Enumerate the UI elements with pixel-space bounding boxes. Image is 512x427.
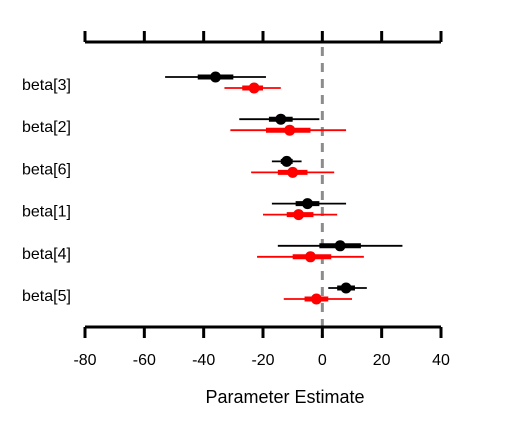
row-label: beta[5] <box>22 288 71 305</box>
bottom-axis: -80 -60 -40 -20 0 20 40 <box>73 325 450 369</box>
point-estimate <box>275 113 287 125</box>
x-tick-label: 20 <box>373 352 391 369</box>
point-estimate <box>281 155 293 167</box>
forest-row: beta[3] <box>22 71 281 94</box>
point-estimate <box>310 293 322 305</box>
row-label: beta[2] <box>22 119 71 136</box>
point-estimate <box>284 124 296 136</box>
x-tick-label: 0 <box>318 352 327 369</box>
rows-layer: beta[3] beta[2] beta[6] beta[1] beta[4] beta[… <box>22 71 403 305</box>
x-tick-label: 40 <box>432 352 450 369</box>
point-estimate <box>287 166 299 178</box>
forest-row: beta[4] <box>22 240 403 263</box>
x-tick-label: -80 <box>73 352 96 369</box>
point-estimate <box>340 282 352 294</box>
x-tick-label: -40 <box>192 352 215 369</box>
point-estimate <box>210 71 222 83</box>
x-tick-label: -20 <box>251 352 274 369</box>
point-estimate <box>302 198 313 210</box>
forest-row: beta[1] <box>22 198 347 221</box>
x-axis-title: Parameter Estimate <box>205 387 364 407</box>
point-estimate <box>248 82 260 94</box>
top-axis <box>83 31 443 44</box>
x-tick-label: -60 <box>133 352 156 369</box>
point-estimate <box>304 251 316 263</box>
forest-row: beta[5] <box>22 282 367 305</box>
point-estimate <box>293 209 305 221</box>
row-label: beta[3] <box>22 77 71 94</box>
forest-row: beta[2] <box>22 113 347 136</box>
row-label: beta[4] <box>22 246 71 263</box>
row-label: beta[6] <box>22 161 71 178</box>
row-label: beta[1] <box>22 204 71 221</box>
forest-row: beta[6] <box>22 155 335 178</box>
point-estimate <box>334 240 346 252</box>
